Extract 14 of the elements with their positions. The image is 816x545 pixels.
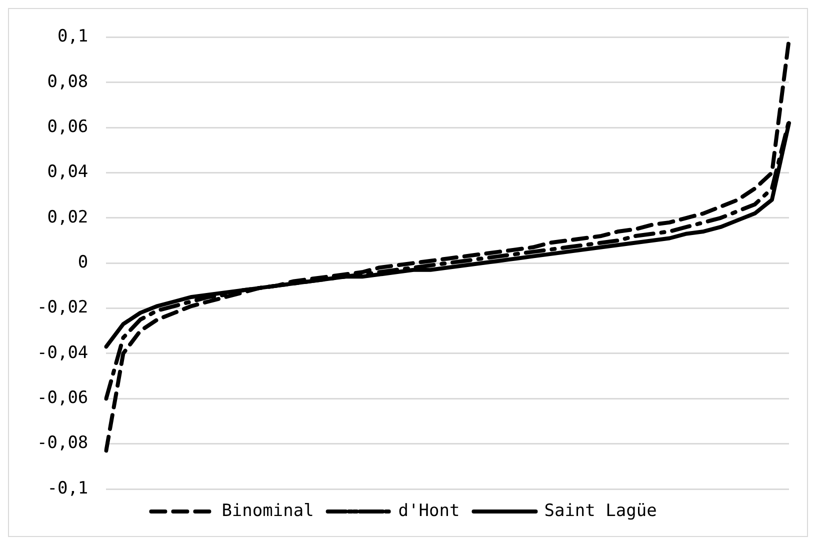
y-tick-label: 0 xyxy=(78,252,88,273)
y-tick-label: 0,08 xyxy=(47,72,88,92)
y-tick-label: -0,1 xyxy=(47,478,88,498)
y-tick-label: 0,06 xyxy=(47,116,88,137)
y-tick-label: -0,04 xyxy=(36,342,88,363)
y-tick-label: 0,02 xyxy=(47,207,88,228)
y-tick-label: 0,1 xyxy=(57,26,88,47)
y-tick-label: -0,08 xyxy=(36,433,88,454)
legend-label: Saint Lagüe xyxy=(544,500,657,521)
y-tick-label: -0,02 xyxy=(36,298,88,318)
y-tick-label: 0,04 xyxy=(47,162,88,182)
legend-label: Binominal xyxy=(222,500,314,521)
legend-label: d'Hont xyxy=(398,500,460,521)
y-tick-label: -0,06 xyxy=(36,388,88,408)
